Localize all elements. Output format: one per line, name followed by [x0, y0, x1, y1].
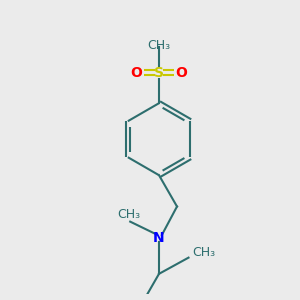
Text: CH₃: CH₃ [192, 246, 215, 259]
Text: N: N [153, 231, 165, 245]
Text: CH₃: CH₃ [117, 208, 140, 221]
Text: O: O [176, 66, 188, 80]
Text: S: S [154, 66, 164, 80]
Text: CH₃: CH₃ [147, 39, 171, 52]
Text: O: O [130, 66, 142, 80]
